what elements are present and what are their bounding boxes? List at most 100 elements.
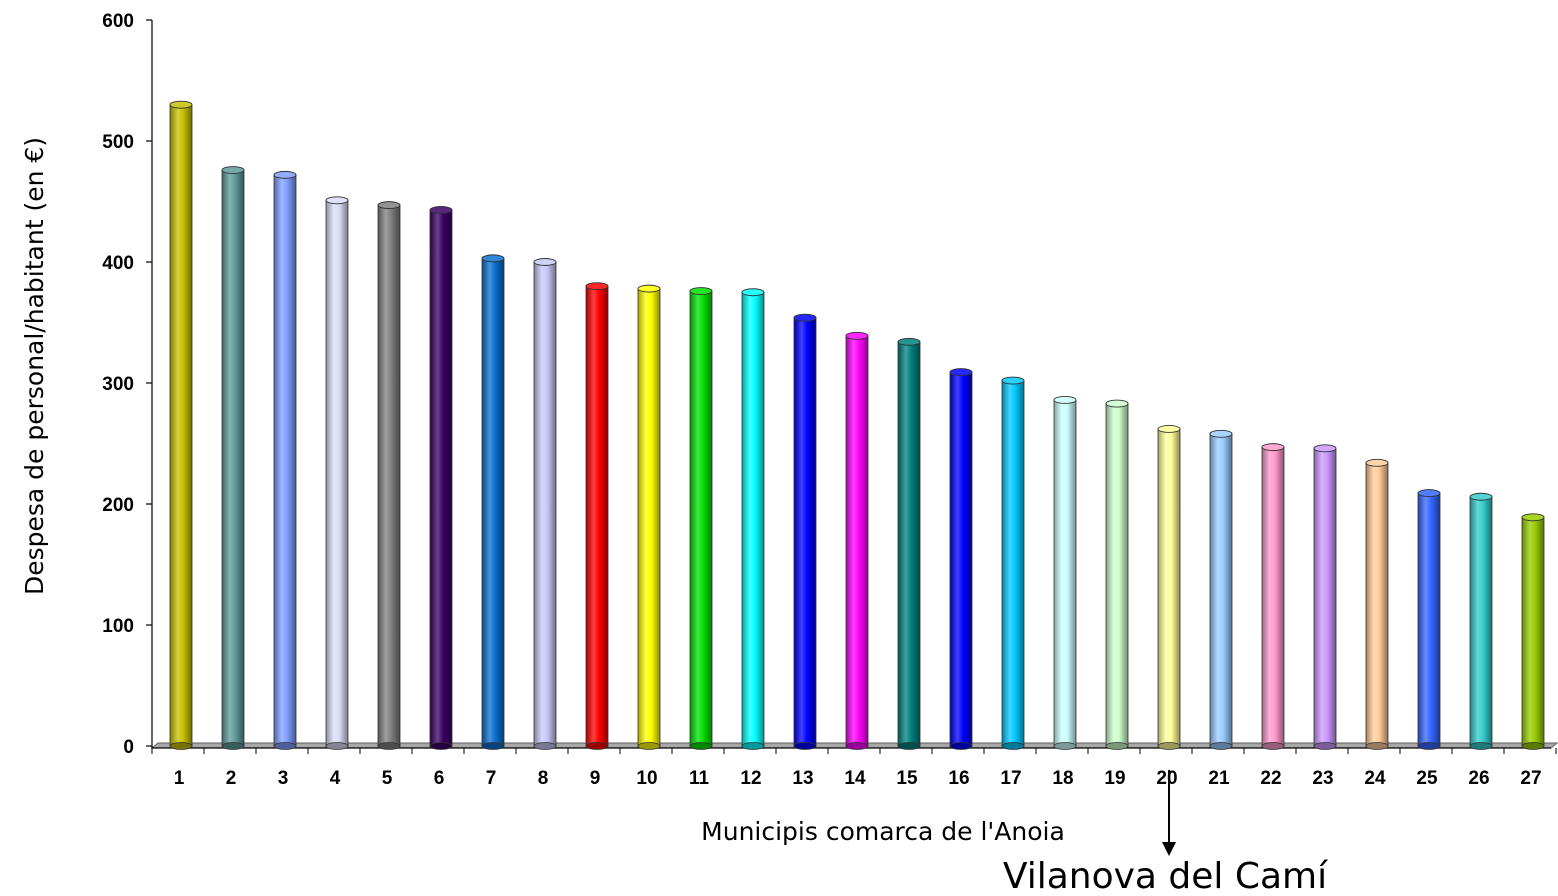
bar-body [221,169,245,747]
bar-top [793,313,817,322]
bar-body [1469,496,1493,747]
bar [273,170,297,750]
bar [793,313,817,750]
bar [1105,399,1129,750]
y-tick-label: 300 [102,374,134,395]
bar [533,258,557,750]
bar [221,166,245,750]
bar [741,288,765,750]
x-axis-title: Municipis comarca de l'Anoia [701,817,1065,846]
bar-base [897,742,921,750]
bar-top [1053,395,1077,404]
bar [1417,489,1441,750]
bar-base [1521,742,1545,750]
bar-body [637,288,661,747]
x-tick-label: 26 [1468,768,1489,789]
bar-base [793,742,817,750]
bar-top [1521,513,1545,522]
bar [377,201,401,750]
bar-base [1261,742,1285,750]
x-tick-label: 23 [1312,768,1333,789]
y-tick-label: 500 [102,132,134,153]
x-tick-label: 18 [1052,768,1073,789]
bar-body [273,174,297,747]
bar-top [585,282,609,291]
bar-base [1157,742,1181,750]
x-tick-label: 14 [844,768,866,789]
bar-body [897,341,921,747]
bar-base [1365,742,1389,750]
bar-body [1157,428,1181,747]
bar-body [1365,462,1389,747]
bar-body [481,257,505,747]
y-tick-label: 200 [102,495,134,516]
x-tick-label: 9 [590,768,601,789]
bar [949,368,973,750]
bar-base [1469,742,1493,750]
x-tick-label: 12 [740,768,761,789]
bar-top [1261,443,1285,452]
bar-top [1001,376,1025,385]
bar-base [1105,742,1129,750]
x-tick-label: 20 [1156,768,1177,789]
bar-top [1157,425,1181,433]
bar [1157,425,1181,750]
bar [325,196,349,750]
x-tick-label: 6 [434,768,445,789]
annotation-label: Vilanova del Camí [1003,856,1328,896]
x-tick-label: 4 [330,768,341,789]
x-tick-label: 10 [636,768,657,789]
bar-body [1053,399,1077,747]
x-tick-label: 13 [792,768,813,789]
bar-body [325,199,349,747]
bar-body [1105,403,1129,747]
x-tick-label: 17 [1000,768,1021,789]
bar-body [429,209,453,747]
y-tick-label: 600 [102,11,134,32]
bar-base [169,742,193,750]
bar-base [221,742,245,750]
bar-base [689,742,713,750]
bar-top [533,258,557,266]
bar-base [1417,742,1441,750]
bar-body [1001,380,1025,747]
bar-top [897,337,921,346]
bar-top [169,100,193,109]
bar-top [1105,399,1129,408]
bar [1001,376,1025,750]
bar-base [273,742,297,750]
bar [169,100,193,750]
x-tick-label: 15 [896,768,918,789]
bar-base [637,742,661,750]
bar [1469,492,1493,750]
bar-top [689,287,713,295]
bar-body [1417,492,1441,747]
bar [585,282,609,750]
bar [429,206,453,750]
bar-body [1209,433,1233,747]
bar-top [481,254,505,263]
y-tick-label: 100 [102,616,134,637]
bar-body [845,335,869,747]
bar [1313,444,1337,750]
x-tick-label: 25 [1416,768,1438,789]
bar-top [845,331,869,340]
x-tick-label: 16 [948,768,969,789]
bar-top [949,368,973,377]
bar-body [1521,516,1545,747]
bar [1053,395,1077,750]
bar [1209,429,1233,750]
bars [169,100,1545,750]
x-tick-label: 24 [1364,768,1386,789]
bar-top [1209,429,1233,438]
bar-base [1209,742,1233,750]
bar-body [533,261,557,747]
bar [481,254,505,750]
bar [1365,458,1389,750]
y-axis: 0 100 200 300 400 500 600 [102,11,153,758]
bar-base [429,742,453,750]
bar-base [741,742,765,750]
bar-top [741,288,765,297]
bar-top [1365,458,1389,467]
